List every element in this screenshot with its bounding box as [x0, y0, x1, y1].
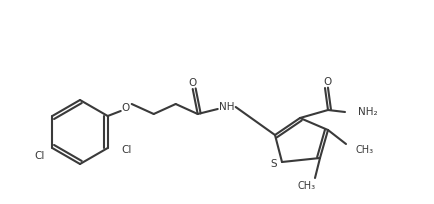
Text: CH₃: CH₃ [297, 181, 316, 191]
Text: O: O [188, 78, 197, 88]
Text: NH₂: NH₂ [357, 107, 377, 117]
Text: O: O [323, 77, 332, 87]
Text: CH₃: CH₃ [355, 145, 373, 155]
Text: O: O [122, 103, 129, 113]
Text: S: S [270, 159, 277, 169]
Text: Cl: Cl [34, 151, 44, 161]
Text: Cl: Cl [122, 145, 132, 155]
Text: NH: NH [218, 102, 234, 112]
